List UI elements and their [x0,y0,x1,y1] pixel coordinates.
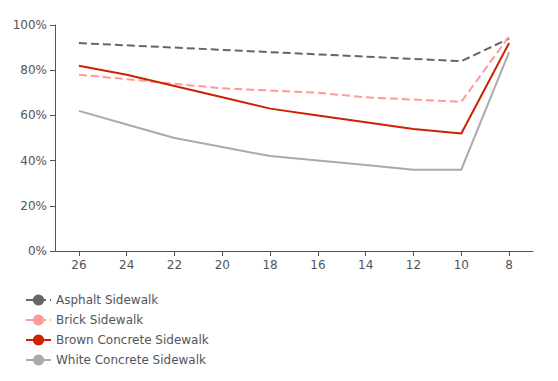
svg-text:40%: 40% [20,154,47,168]
svg-text:Asphalt Sidewalk: Asphalt Sidewalk [56,293,158,307]
svg-text:60%: 60% [20,108,47,122]
svg-text:100%: 100% [13,18,47,32]
svg-text:12: 12 [406,258,421,272]
svg-text:Brown Concrete Sidewalk: Brown Concrete Sidewalk [56,333,209,347]
svg-text:16: 16 [310,258,325,272]
svg-text:26: 26 [71,258,86,272]
svg-text:10: 10 [454,258,469,272]
svg-text:Brick Sidewalk: Brick Sidewalk [56,313,143,327]
svg-text:8: 8 [505,258,513,272]
svg-text:20%: 20% [20,199,47,213]
svg-text:14: 14 [358,258,373,272]
svg-text:20: 20 [215,258,230,272]
svg-text:22: 22 [167,258,182,272]
svg-text:White Concrete Sidewalk: White Concrete Sidewalk [56,353,206,367]
svg-text:80%: 80% [20,63,47,77]
svg-text:18: 18 [262,258,277,272]
svg-text:24: 24 [119,258,134,272]
svg-text:0%: 0% [28,244,47,258]
